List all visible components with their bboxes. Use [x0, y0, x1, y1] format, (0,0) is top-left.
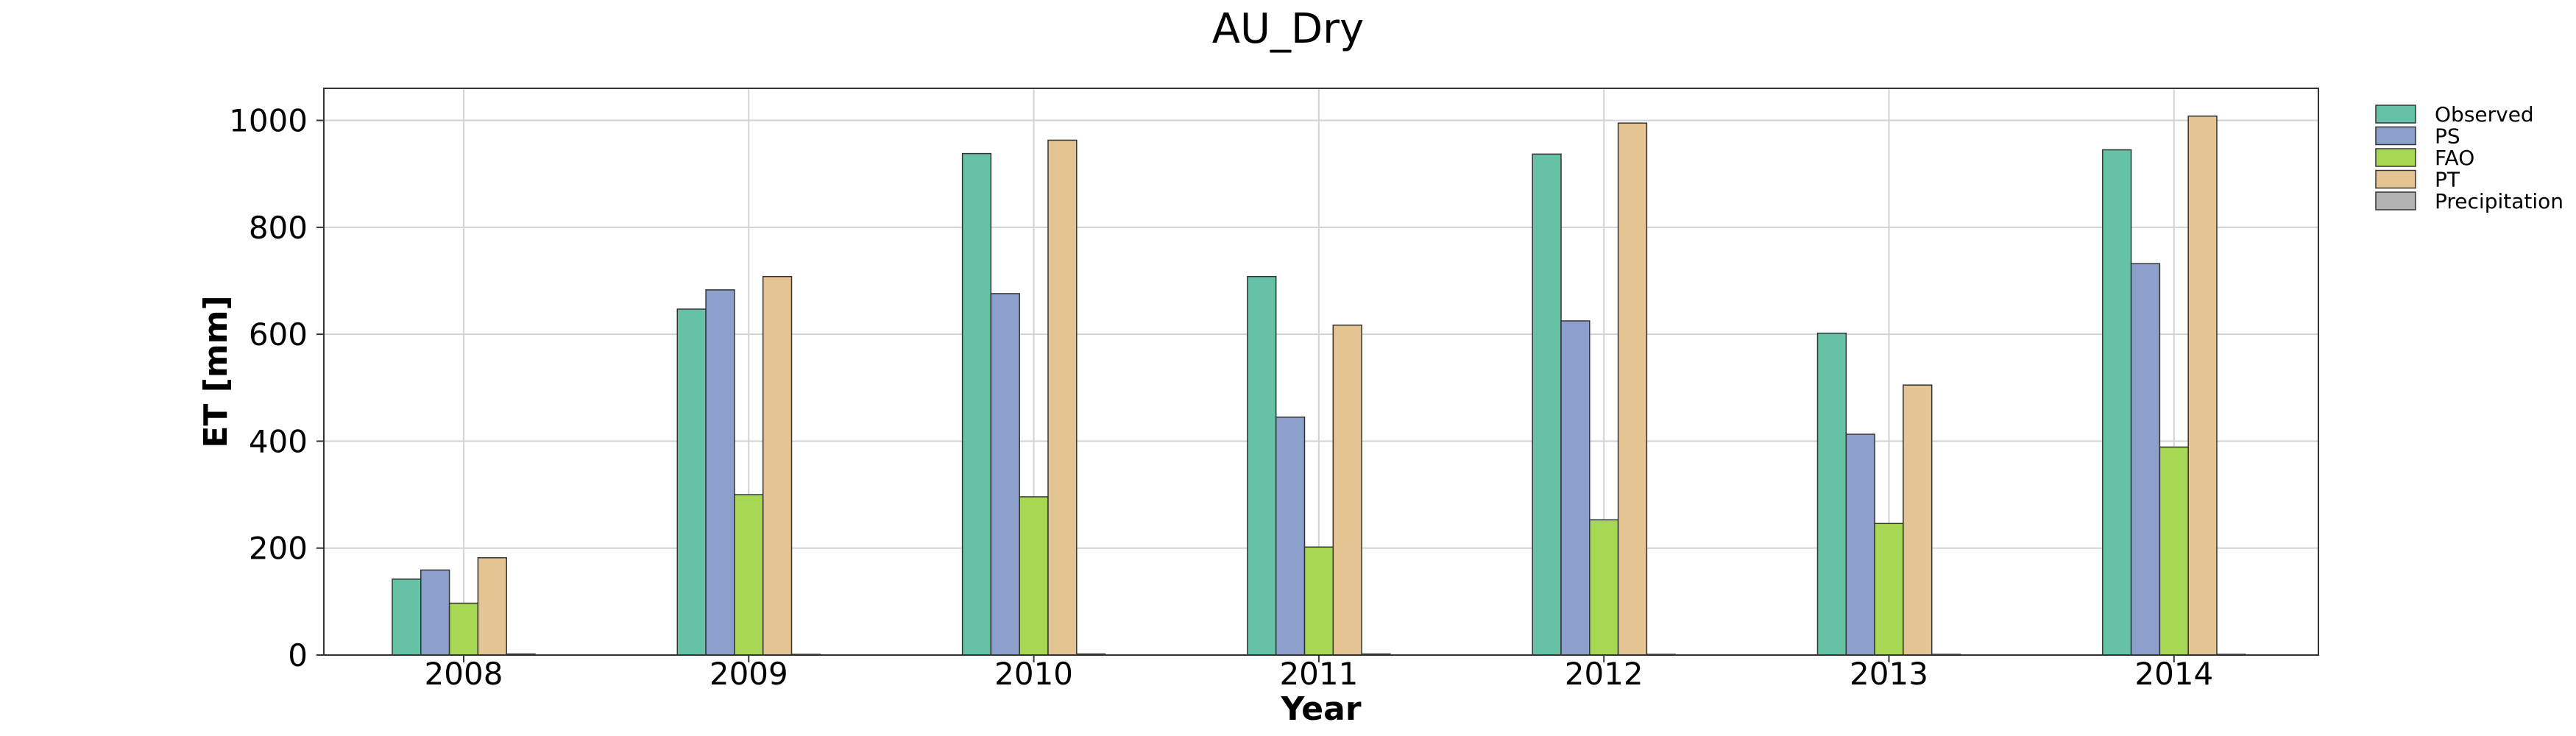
- x-tick-label: 2011: [1279, 656, 1358, 692]
- x-tick-label: 2010: [994, 656, 1073, 692]
- legend-label-pt: PT: [2435, 168, 2460, 192]
- y-axis-label: ET [mm]: [197, 295, 235, 447]
- plot-frame: [323, 88, 2319, 656]
- legend-swatch-precipitation: [2375, 191, 2416, 210]
- legend-label-observed: Observed: [2435, 102, 2534, 127]
- bar-pt-2011: [1332, 325, 1362, 656]
- bar-observed-2008: [392, 578, 422, 656]
- x-tick-label: 2014: [2134, 656, 2213, 692]
- bar-ps-2012: [1560, 320, 1590, 656]
- bar-pt-2010: [1047, 139, 1078, 656]
- legend-swatch-observed: [2375, 105, 2416, 124]
- bar-ps-2011: [1275, 416, 1306, 656]
- x-tick-label: 2013: [1850, 656, 1928, 692]
- y-tick-label: 800: [249, 210, 308, 246]
- gridlines: [324, 88, 2318, 656]
- x-tick-label: 2012: [1565, 656, 1643, 692]
- bar-fao-2008: [448, 602, 479, 656]
- bar-fao-2013: [1874, 523, 1904, 656]
- bar-fao-2009: [734, 494, 764, 656]
- bar-ps-2013: [1845, 434, 1875, 656]
- bar-observed-2009: [676, 308, 707, 656]
- bar-pt-2009: [762, 275, 793, 656]
- bar-pt-2013: [1903, 384, 1933, 656]
- bar-fao-2011: [1303, 546, 1334, 656]
- bar-observed-2014: [2102, 149, 2132, 656]
- bar-observed-2010: [961, 152, 992, 656]
- bar-observed-2013: [1816, 332, 1847, 656]
- bar-pt-2014: [2187, 116, 2218, 656]
- x-ticks: 2008 2009 2010 2011 2012 2013 2014: [425, 655, 2213, 692]
- bar-pt-2008: [477, 557, 507, 656]
- bar-observed-2012: [1532, 153, 1562, 656]
- bar-pt-2012: [1617, 122, 1648, 656]
- legend-label-ps: PS: [2435, 124, 2460, 149]
- y-tick-label: 200: [249, 531, 308, 567]
- y-tick-label: 400: [249, 423, 308, 459]
- legend-swatch-ps: [2375, 126, 2416, 146]
- x-tick-label: 2008: [425, 656, 503, 692]
- x-tick-label: 2009: [710, 656, 788, 692]
- y-ticks: 0 200 400 600 800 1000: [229, 103, 324, 673]
- bar-ps-2009: [705, 289, 735, 656]
- y-tick-label: 1000: [229, 103, 308, 139]
- bar-fao-2010: [1019, 496, 1049, 656]
- bar-observed-2011: [1247, 275, 1277, 656]
- legend-swatch-fao: [2375, 148, 2416, 167]
- x-axis-label: Year: [1280, 690, 1361, 728]
- bar-ps-2008: [420, 569, 450, 656]
- bar-fao-2012: [1589, 519, 1619, 656]
- legend-label-precipitation: Precipitation: [2435, 189, 2563, 213]
- bar-ps-2014: [2130, 263, 2161, 656]
- chart-title: AU_Dry: [1212, 5, 1365, 53]
- bar-fao-2014: [2159, 446, 2189, 656]
- legend-swatch-pt: [2375, 169, 2416, 189]
- legend-label-fao: FAO: [2435, 146, 2474, 170]
- y-tick-label: 0: [288, 637, 308, 673]
- bar-ps-2010: [990, 293, 1020, 656]
- y-tick-label: 600: [249, 316, 308, 353]
